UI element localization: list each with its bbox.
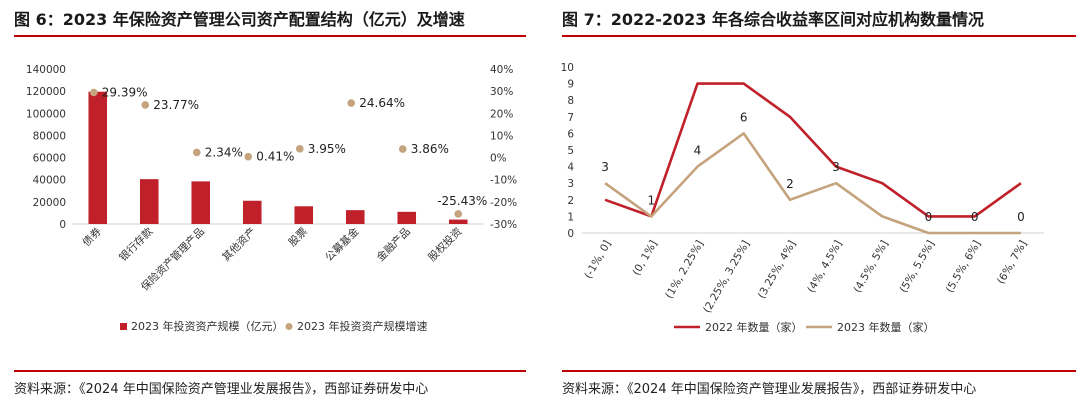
y-tick-label: 20000	[33, 197, 66, 209]
category-label: 金融产品	[374, 225, 413, 264]
series-2022-line	[604, 82, 1022, 218]
title-divider	[14, 35, 526, 37]
category-label: (0, 1%]	[630, 239, 660, 278]
y-tick-label: 7	[567, 112, 574, 124]
y-tick-label: 100000	[26, 108, 66, 120]
growth-data-label: 3.95%	[308, 142, 346, 156]
series-2023-data-label: 0	[1017, 210, 1025, 224]
category-label: 公募基金	[322, 225, 361, 264]
source-divider	[562, 370, 1076, 372]
growth-data-label: 3.86%	[411, 142, 449, 156]
y-tick-label: 60000	[33, 153, 66, 165]
legend-2023-label: 2023 年数量（家）	[837, 320, 935, 334]
growth-data-label: 0.41%	[256, 150, 294, 164]
legend-bar-swatch	[120, 323, 127, 330]
y-tick-label: 10	[561, 62, 574, 74]
y2-tick-label: 20%	[490, 108, 513, 120]
growth-data-label: 2.34%	[205, 145, 243, 159]
category-label: (5%, 5.5%]	[898, 239, 937, 295]
y-tick-label: 5	[567, 145, 574, 157]
growth-point	[192, 148, 201, 157]
bar	[88, 91, 108, 224]
y-tick-label: 8	[567, 95, 574, 107]
figure-6-source: 资料来源：《2024 年中国保险资产管理业发展报告》，西部证券研发中心	[14, 382, 429, 397]
category-label: 银行存款	[116, 225, 155, 264]
y-tick-label: 9	[567, 79, 574, 91]
y2-tick-label: 40%	[490, 64, 513, 76]
bar	[294, 206, 314, 224]
growth-point	[244, 152, 253, 161]
bar	[345, 210, 365, 224]
growth-data-label: 29.39%	[102, 85, 148, 99]
growth-point	[454, 210, 463, 218]
source-divider	[14, 370, 526, 372]
category-label: (-1%, 0]	[582, 239, 613, 281]
legend-dot-label: 2023 年投资资产规模增速	[297, 319, 428, 333]
y-tick-label: 4	[567, 162, 574, 174]
legend-2022-label: 2022 年数量（家）	[705, 320, 803, 334]
y2-tick-label: 0%	[490, 153, 507, 165]
y-tick-label: 3	[567, 178, 574, 190]
growth-point	[398, 145, 407, 153]
category-label: 股权投资	[425, 225, 464, 264]
y-tick-label: 0	[59, 219, 66, 231]
growth-data-label: 24.64%	[359, 96, 405, 110]
y2-tick-label: 10%	[490, 130, 513, 142]
category-label: (4.5%, 5%]	[851, 239, 890, 295]
figure-7-source: 资料来源：《2024 年中国保险资产管理业发展报告》，西部证券研发中心	[562, 382, 977, 397]
y2-tick-label: 30%	[490, 86, 513, 98]
bar	[191, 181, 211, 224]
growth-data-label: 23.77%	[153, 98, 199, 112]
figure-7-panel: 图 7：2022-2023 年各综合收益率区间对应机构数量情况 0 1 2 3 4 5 6 7…	[548, 0, 1080, 413]
series-2023-data-label: 0	[925, 210, 933, 224]
series-2023-data-label: 0	[971, 210, 979, 224]
category-label: (4%, 4.5%]	[805, 239, 844, 295]
y-tick-label: 80000	[33, 130, 66, 142]
y2-tick-label: -10%	[490, 175, 517, 187]
category-label: 其他资产	[219, 225, 258, 264]
y-tick-label: 1	[567, 211, 574, 223]
bar	[242, 200, 262, 224]
growth-point	[347, 99, 356, 107]
bar	[448, 219, 468, 224]
series-2023-data-label: 4	[694, 144, 702, 158]
bar	[397, 211, 417, 224]
figure-7-chart: 0 1 2 3 4 5 6 7 8 9 10 3 1 4 6 2 3 0 0 0 (-1%, 0] (0, 1%] (1%,…	[561, 62, 1044, 334]
figure-6-chart: 0 20000 40000 60000 80000 100000 120000 140000 -…	[26, 64, 517, 333]
series-2023-data-label: 2	[786, 177, 794, 191]
y2-tick-label: -20%	[490, 197, 517, 209]
series-2023-data-label: 3	[832, 160, 840, 174]
figure-6-panel: 图 6：2023 年保险资产管理公司资产配置结构（亿元）及增速 0 20000 40…	[0, 0, 530, 413]
y2-tick-label: -30%	[490, 219, 517, 231]
y-tick-label: 120000	[26, 86, 66, 98]
category-label: 债券	[80, 225, 104, 249]
growth-data-label: -25.43%	[437, 194, 487, 208]
series-2023-data-label: 3	[601, 160, 609, 174]
y-tick-label: 2	[567, 195, 574, 207]
legend-dot-swatch	[285, 323, 293, 330]
category-label: (3.25%, 4%]	[756, 239, 799, 301]
y-tick-label: 40000	[33, 175, 66, 187]
category-label: (5.5%, 6%]	[944, 239, 983, 295]
series-2023-data-label: 1	[647, 193, 655, 207]
y-tick-label: 140000	[26, 64, 66, 76]
legend-bar-label: 2023 年投资资产规模（亿元）	[131, 319, 284, 333]
figure-7-title: 图 7：2022-2023 年各综合收益率区间对应机构数量情况	[562, 10, 984, 29]
growth-point	[89, 88, 98, 97]
title-divider	[562, 35, 1076, 37]
growth-point	[141, 101, 150, 109]
y-tick-label: 0	[567, 228, 574, 240]
series-2023-data-label: 6	[740, 110, 748, 124]
category-label: (6%, 7%]	[995, 239, 1029, 287]
y-tick-label: 6	[567, 128, 574, 140]
category-label: 股票	[287, 226, 310, 249]
bar	[139, 179, 159, 224]
category-label: (2.25%, 3.25%]	[701, 239, 752, 316]
category-label: (1%, 2.25%]	[663, 239, 706, 301]
series-2023-line	[604, 132, 1021, 235]
figure-6-title: 图 6：2023 年保险资产管理公司资产配置结构（亿元）及增速	[14, 10, 465, 29]
growth-point	[295, 145, 304, 153]
